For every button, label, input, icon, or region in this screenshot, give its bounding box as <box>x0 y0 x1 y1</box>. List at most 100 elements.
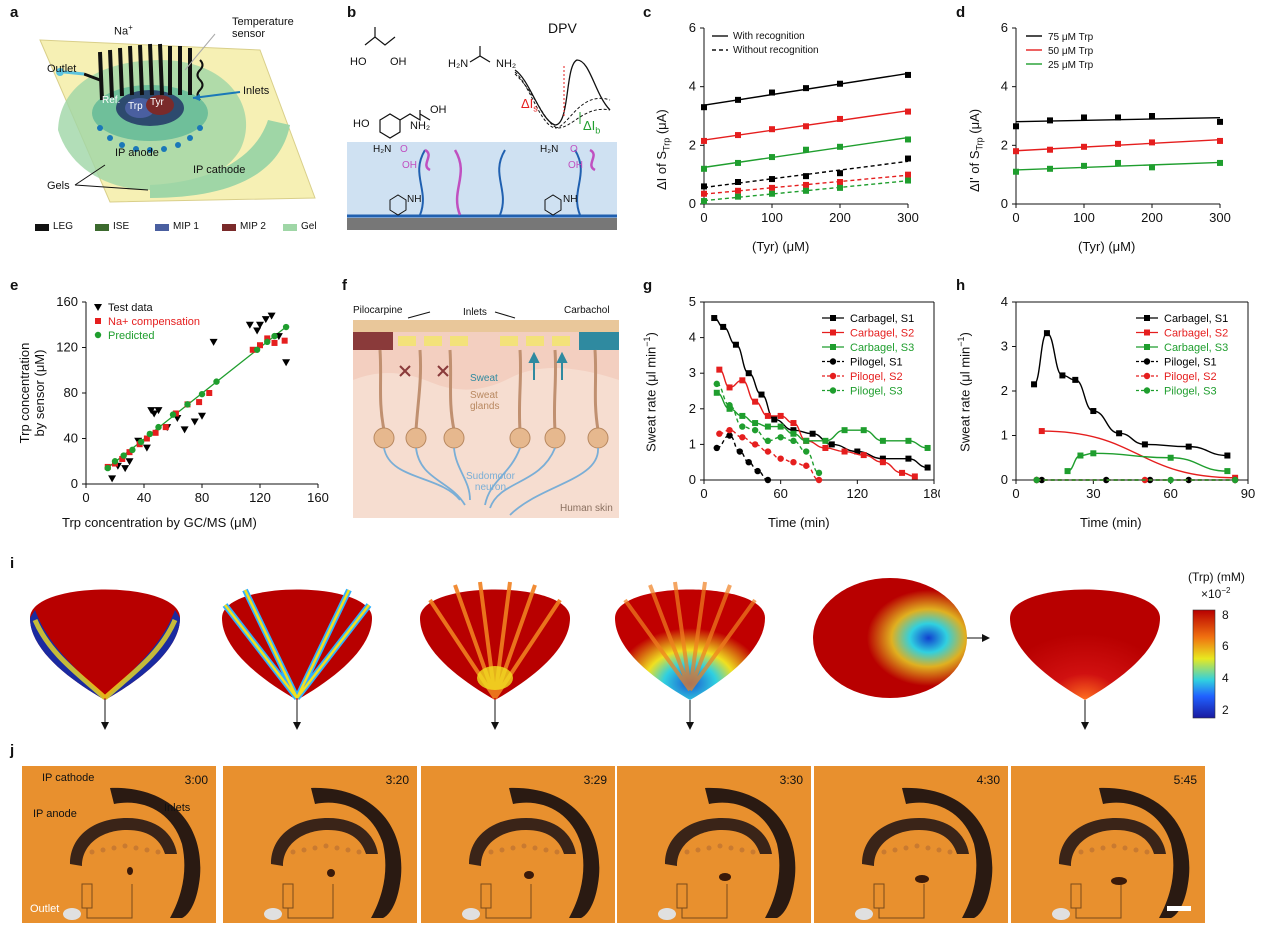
data-point <box>790 459 797 466</box>
data-point <box>764 448 772 455</box>
data-point <box>1059 372 1066 379</box>
sim-frame-5 <box>813 578 990 698</box>
data-point <box>803 462 810 469</box>
y-tick-label: 2 <box>1001 137 1008 152</box>
data-point <box>119 455 126 462</box>
data-point <box>735 159 741 166</box>
data-point <box>739 412 746 419</box>
sweat-gland-schematic <box>353 311 619 518</box>
label-outlet-j: Outlet <box>30 903 60 915</box>
data-point <box>1090 450 1097 457</box>
y-tick-label: 1 <box>1001 428 1008 443</box>
data-point <box>899 469 906 476</box>
data-point <box>803 146 809 153</box>
y-tick-label: 160 <box>56 294 78 309</box>
label-o-bound-2: O <box>570 144 578 155</box>
data-point <box>264 338 271 346</box>
legend-marker <box>1143 372 1151 380</box>
panel-label-h: h <box>956 277 966 294</box>
data-point <box>711 315 718 322</box>
series-line <box>703 160 909 189</box>
panel-label-c: c <box>643 4 652 21</box>
data-point <box>716 430 723 437</box>
x-tick-label: 160 <box>307 490 329 505</box>
data-point <box>1047 117 1053 124</box>
data-point <box>803 181 809 188</box>
data-point <box>142 444 151 452</box>
data-point <box>764 423 771 430</box>
legend-marker <box>1143 358 1151 365</box>
label-trp: Trp <box>128 101 143 112</box>
label-sweat-glands: Sweat glands <box>470 390 500 412</box>
data-point <box>905 108 911 115</box>
label-o-bound: O <box>400 144 408 155</box>
sim-frame-4 <box>615 581 765 730</box>
data-point <box>209 338 218 346</box>
panel-label-e: e <box>10 277 19 294</box>
legend-leg: LEG <box>53 221 74 232</box>
sweat-flow-arrows <box>528 351 568 380</box>
x-tick-label: 0 <box>1012 486 1019 501</box>
data-point <box>1013 123 1019 130</box>
data-point <box>726 405 733 412</box>
data-point <box>267 312 276 320</box>
legend-marker <box>94 304 102 311</box>
data-point <box>150 410 159 418</box>
data-point <box>769 190 775 197</box>
data-point <box>196 399 203 406</box>
x-tick-label: 300 <box>1209 210 1231 225</box>
data-point <box>1013 148 1019 155</box>
series-line <box>716 383 820 474</box>
chart-e-ylabel: Trp concentration by sensor (μM) <box>17 342 47 444</box>
y-tick-label: 3 <box>1001 339 1008 354</box>
data-point <box>803 85 809 92</box>
data-point <box>879 437 886 444</box>
data-point <box>253 346 261 353</box>
legend-marker <box>829 372 837 380</box>
data-point <box>155 423 162 431</box>
data-point <box>1167 476 1174 484</box>
data-point <box>735 193 741 200</box>
photo-time: 3:20 <box>385 773 409 787</box>
data-point <box>745 370 752 377</box>
data-point <box>777 434 784 441</box>
colorbar <box>1192 609 1216 719</box>
data-point <box>1217 118 1223 125</box>
data-point <box>769 184 775 191</box>
data-point <box>1081 162 1087 169</box>
chart-d-xlabel: (Tyr) (μM) <box>1078 239 1136 254</box>
y-tick-label: 2 <box>1001 383 1008 398</box>
colorbar-tick-2: 2 <box>1222 703 1229 717</box>
label-ip-anode-j: IP anode <box>33 808 77 820</box>
colorbar-tick-8: 8 <box>1222 608 1229 622</box>
label-inlets-j: Inlets <box>164 802 191 814</box>
chart-d: 0 100 200 300 0 2 4 6 75 μM Trp 50 μM Trp 25 μM Tr… <box>1001 20 1231 225</box>
label-oh-tyr: OH <box>430 104 447 116</box>
legend-marker <box>1144 344 1150 350</box>
data-point <box>905 136 911 143</box>
data-point <box>815 469 823 477</box>
data-point <box>732 341 739 348</box>
data-point <box>752 398 759 405</box>
y-tick-label: 40 <box>64 431 78 446</box>
chart-g: 0 60 120 180 0 1 2 3 4 5 Carbagel, S1 Carbagel, S2 C… <box>689 294 940 501</box>
data-point <box>777 423 784 430</box>
photo-time: 4:30 <box>976 773 1000 787</box>
data-point <box>206 390 213 396</box>
data-point <box>1149 113 1155 119</box>
colorbar-tick-4: 4 <box>1222 671 1229 685</box>
data-point <box>860 452 867 459</box>
chart-e-xlabel: Trp concentration by GC/MS (μM) <box>62 515 257 530</box>
data-point <box>713 444 720 452</box>
y-tick-label: 6 <box>689 20 696 35</box>
x-tick-label: 0 <box>700 486 707 501</box>
data-point <box>751 441 759 448</box>
pilocarpine-gel <box>353 332 393 350</box>
chart-h: 0 30 60 90 0 1 2 3 4 Carbagel, S1 Carbagel, S2 Carb… <box>1001 294 1255 501</box>
legend-label: Pilogel, S2 <box>850 371 903 383</box>
data-point <box>1038 476 1045 484</box>
x-tick-label: 90 <box>1241 486 1255 501</box>
data-point <box>1081 143 1087 150</box>
legend-label: 75 μM Trp <box>1048 32 1094 43</box>
data-point <box>1013 168 1019 175</box>
